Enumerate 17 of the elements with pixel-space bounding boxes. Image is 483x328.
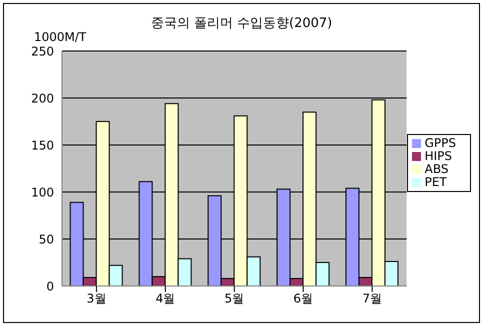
y-tick-label: 200 [31, 91, 54, 106]
y-tick-label: 100 [31, 185, 54, 200]
x-tick-label: 6월 [293, 292, 314, 306]
legend-label: ABS [424, 162, 448, 176]
y-axis-title: 1000M/T [34, 30, 86, 44]
chart-title: 중국의 폴리머 수입동향(2007) [150, 16, 332, 31]
x-tick-label: 4월 [156, 292, 176, 306]
x-tick-label: 7월 [362, 292, 382, 306]
y-tick-label: 50 [38, 232, 54, 246]
x-tick-label: 3월 [86, 292, 106, 306]
legend-label: GPPS [424, 136, 456, 150]
y-tick-label: 150 [31, 138, 54, 152]
legend-label: PET [424, 175, 447, 189]
legend-label: HIPS [424, 149, 452, 163]
y-tick-label: 250 [31, 44, 54, 58]
x-tick-label: 5월 [224, 292, 244, 306]
y-tick-label: 0 [46, 279, 54, 294]
